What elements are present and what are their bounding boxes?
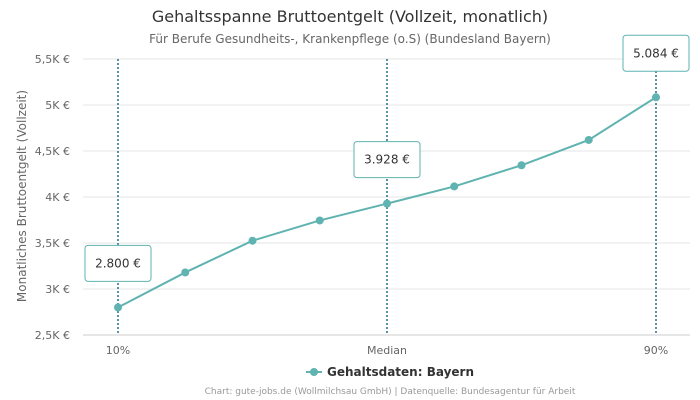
- y-tick-label: 4,5K €: [35, 145, 70, 158]
- chart-subtitle: Für Berufe Gesundheits-, Krankenpflege (…: [149, 32, 551, 46]
- data-point[interactable]: [383, 199, 391, 208]
- x-tick-label: Median: [367, 344, 407, 357]
- chart-title: Gehaltsspanne Bruttoentgelt (Vollzeit, m…: [152, 7, 548, 26]
- data-point[interactable]: [248, 236, 257, 245]
- y-tick-label: 3,5K €: [35, 237, 70, 250]
- series: [114, 93, 660, 312]
- callout-box: [353, 141, 421, 179]
- y-tick-label: 5,5K €: [35, 53, 70, 66]
- callout-box: [622, 34, 690, 72]
- x-tick-label: 90%: [644, 344, 668, 357]
- callout-box: [84, 244, 152, 282]
- y-axis-ticks: 2,5K € 3K € 3,5K € 4K € 4,5K € 5K € 5,5K €: [35, 53, 70, 342]
- data-point[interactable]: [114, 303, 122, 312]
- chart-credits: Chart: gute-jobs.de (Wollmilchsau GmbH) …: [205, 387, 576, 397]
- callout-label: 3.928 €: [364, 153, 410, 167]
- x-axis-ticks: 10% Median 90%: [106, 344, 668, 357]
- marker-lines: [117, 59, 657, 335]
- data-point[interactable]: [315, 216, 324, 225]
- callout-label: 5.084 €: [633, 46, 679, 60]
- data-point[interactable]: [517, 161, 526, 170]
- y-axis-label: Monatliches Bruttoentgelt (Vollzeit): [15, 90, 29, 302]
- y-tick-label: 4K €: [45, 191, 70, 204]
- legend-dot-marker: [310, 368, 318, 376]
- legend[interactable]: Gehaltsdaten: Bayern: [306, 365, 474, 379]
- data-point[interactable]: [584, 135, 593, 144]
- y-tick-label: 5K €: [45, 99, 70, 112]
- data-point[interactable]: [450, 182, 459, 191]
- y-tick-label: 2,5K €: [35, 329, 70, 342]
- data-point[interactable]: [652, 93, 660, 102]
- x-tick-label: 10%: [106, 344, 130, 357]
- legend-label: Gehaltsdaten: Bayern: [327, 365, 474, 379]
- y-tick-label: 3K €: [45, 283, 70, 296]
- callout-label: 2.800 €: [95, 256, 141, 270]
- data-point[interactable]: [181, 268, 190, 277]
- data-callouts: 2.800 € 3.928 € 5.084 €: [84, 34, 690, 282]
